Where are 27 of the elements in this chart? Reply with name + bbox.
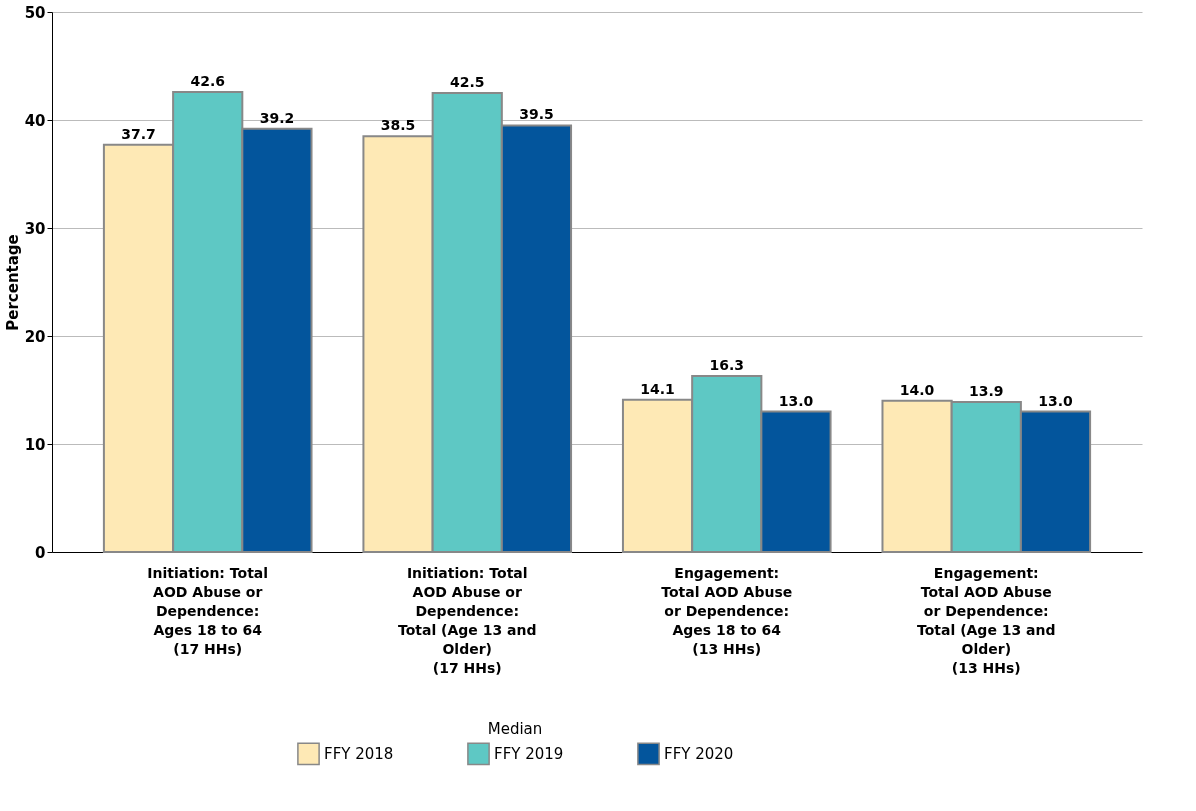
x-tick-label: Engagement: Total AOD Abuse or Dependence: Total (Age 13 and Older) (13 HHs)	[917, 564, 1056, 676]
y-tick-label: 0	[35, 543, 46, 562]
y-tick-label: 10	[24, 435, 46, 454]
data-label: 16.3	[709, 356, 745, 373]
legend-label: FFY 2020	[664, 744, 734, 763]
x-tick-label: Engagement: Total AOD Abuse or Dependence: Ages 18 to 64 (13 HHs)	[661, 564, 793, 657]
data-label: 37.7	[121, 125, 156, 142]
data-label: 42.6	[190, 72, 225, 89]
data-label: 14.1	[640, 380, 675, 397]
data-label: 38.5	[380, 117, 416, 134]
data-label: 13.0	[1038, 392, 1074, 409]
data-label: 13.0	[778, 392, 814, 409]
legend-title: Median	[487, 720, 543, 738]
data-label: 13.9	[969, 382, 1004, 399]
data-label: 39.2	[259, 109, 295, 126]
y-tick-label: 20	[24, 327, 46, 346]
x-tick-label: Initiation: Total AOD Abuse or Dependence: Total (Age 13 and Older) (17 HHs)	[397, 564, 537, 676]
data-label: 42.5	[449, 74, 485, 90]
y-tick-label: 50	[24, 3, 46, 22]
data-label: 14.0	[899, 381, 935, 398]
y-axis-title: Percentage	[3, 234, 22, 331]
y-tick-label: 30	[24, 219, 46, 238]
legend-label: FFY 2018	[324, 744, 394, 763]
legend-label: FFY 2019	[494, 744, 564, 763]
data-label: 39.5	[519, 106, 554, 123]
y-tick-label: 40	[24, 111, 46, 130]
x-tick-label: Initiation: Total AOD Abuse or Dependence: Ages 18 to 64 (17 HHs)	[147, 564, 269, 657]
